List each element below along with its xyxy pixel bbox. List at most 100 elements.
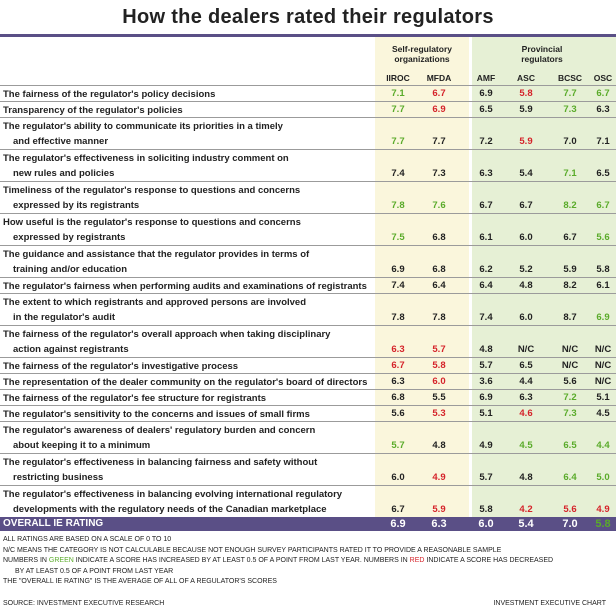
note-overall: The "overall IE rating" is the average o… <box>3 578 277 585</box>
overall-value-bcsc: 7.0 <box>562 518 578 530</box>
row-label-line: The guidance and assistance that the reg… <box>3 249 310 260</box>
row-label-line: Transparency of the regulator's policies <box>3 105 183 116</box>
rating-mfda: 5.5 <box>432 392 446 403</box>
overall-value-asc: 5.4 <box>518 518 534 530</box>
rating-amf: 7.2 <box>479 136 493 147</box>
row-label-line: training and/or education <box>13 264 128 275</box>
rating-mfda: 6.7 <box>432 88 446 99</box>
group-header-sro: Self-regulatory organizations <box>392 44 452 64</box>
rating-osc: 6.7 <box>596 88 610 99</box>
rating-amf: 6.1 <box>479 232 493 243</box>
rating-bcsc: 7.1 <box>563 168 577 179</box>
rating-asc: 5.4 <box>519 168 533 179</box>
rating-mfda: 6.4 <box>432 280 446 291</box>
rating-mfda: 6.0 <box>432 376 446 387</box>
rating-asc: 4.4 <box>519 376 533 387</box>
table-row: How useful is the regulator's response t… <box>0 213 616 246</box>
row-label-line: and effective manner <box>13 136 109 147</box>
rating-bcsc: 7.7 <box>563 88 577 99</box>
row-label: The fairness of the regulator's investig… <box>3 359 238 374</box>
row-label-line: The regulator's ability to communicate i… <box>3 121 283 132</box>
column-header-amf: AMF <box>476 73 496 83</box>
rating-osc: 6.5 <box>596 168 610 179</box>
rating-asc: 6.0 <box>519 232 533 243</box>
row-label-line: The regulator's effectiveness in balanci… <box>3 457 318 468</box>
rating-osc: N/C <box>594 376 612 387</box>
note-colors-part1: Numbers in <box>3 557 49 564</box>
rating-asc: 5.8 <box>519 88 533 99</box>
rating-amf: 5.8 <box>479 504 493 515</box>
rating-osc: 7.1 <box>596 136 610 147</box>
rating-osc: N/C <box>594 344 612 355</box>
row-label-line: How useful is the regulator's response t… <box>3 217 301 228</box>
rating-mfda: 6.8 <box>432 264 446 275</box>
note-scale: All ratings are based on a scale of 0 to… <box>3 536 172 543</box>
rating-iiroc: 6.9 <box>391 264 405 275</box>
rating-mfda: 5.3 <box>432 408 446 419</box>
table-row: The regulator's fairness when performing… <box>0 277 616 294</box>
rating-iiroc: 7.4 <box>391 280 405 291</box>
table-row: The regulator's ability to communicate i… <box>0 117 616 150</box>
rating-bcsc: 8.7 <box>563 312 577 323</box>
rating-iiroc: 6.7 <box>391 504 405 515</box>
table-row: The regulator's effectiveness in balanci… <box>0 485 616 518</box>
row-label-line: The regulator's awareness of dealers' re… <box>3 425 316 436</box>
rating-amf: 6.5 <box>479 104 493 115</box>
rating-bcsc: 6.7 <box>563 232 577 243</box>
row-label-line: The representation of the dealer communi… <box>3 377 368 388</box>
row-label-line: The regulator's sensitivity to the conce… <box>3 409 310 420</box>
row-label-line: developments with the regulatory needs o… <box>13 504 327 515</box>
row-label: The fairness of the regulator's policy d… <box>3 87 215 102</box>
row-label: The guidance and assistance that the reg… <box>3 247 309 277</box>
rating-asc: 4.5 <box>519 440 533 451</box>
rating-amf: 3.6 <box>479 376 493 387</box>
rating-osc: 5.6 <box>596 232 610 243</box>
rating-amf: 6.3 <box>479 168 493 179</box>
rating-osc: 6.3 <box>596 104 610 115</box>
row-label-line: about keeping it to a minimum <box>13 440 151 451</box>
rating-bcsc: N/C <box>561 360 579 371</box>
title-rule <box>0 34 616 37</box>
rating-iiroc: 6.8 <box>391 392 405 403</box>
rating-bcsc: 7.3 <box>563 408 577 419</box>
rating-bcsc: 6.4 <box>563 472 577 483</box>
note-colors-cont: by at least 0.5 of a point from last yea… <box>15 567 174 575</box>
note-colors: Numbers in green indicate a score has in… <box>3 556 615 567</box>
row-label-line: The regulator's effectiveness in solicit… <box>3 153 289 164</box>
rating-iiroc: 7.7 <box>391 136 405 147</box>
row-label: The fairness of the regulator's fee stru… <box>3 391 266 406</box>
rating-iiroc: 6.7 <box>391 360 405 371</box>
table-row: The regulator's effectiveness in balanci… <box>0 453 616 486</box>
row-label: The regulator's effectiveness in balanci… <box>3 487 342 517</box>
rating-osc: 4.4 <box>596 440 610 451</box>
overall-value-amf: 6.0 <box>478 518 494 530</box>
rating-amf: 6.2 <box>479 264 493 275</box>
table-row: The regulator's awareness of dealers' re… <box>0 421 616 454</box>
overall-rating-row: OVERALL IE RATING 6.9 6.3 6.0 5.4 7.0 5.… <box>0 517 616 531</box>
rating-mfda: 7.3 <box>432 168 446 179</box>
rating-asc: 5.9 <box>519 136 533 147</box>
column-header-asc: ASC <box>517 73 535 83</box>
rating-iiroc: 7.8 <box>391 200 405 211</box>
rating-mfda: 4.9 <box>432 472 446 483</box>
row-label: The regulator's effectiveness in solicit… <box>3 151 289 181</box>
rating-osc: 6.9 <box>596 312 610 323</box>
rating-mfda: 4.8 <box>432 440 446 451</box>
rating-asc: 4.2 <box>519 504 533 515</box>
rating-mfda: 6.8 <box>432 232 446 243</box>
rating-mfda: 7.7 <box>432 136 446 147</box>
rating-mfda: 5.9 <box>432 504 446 515</box>
rating-osc: 5.1 <box>596 392 610 403</box>
row-label: The fairness of the regulator's overall … <box>3 327 330 357</box>
rating-bcsc: 7.3 <box>563 104 577 115</box>
rating-amf: 6.7 <box>479 200 493 211</box>
row-label: Timeliness of the regulator's response t… <box>3 183 300 213</box>
column-header-osc: OSC <box>593 73 613 83</box>
rating-mfda: 7.6 <box>432 200 446 211</box>
rating-amf: 5.7 <box>479 472 493 483</box>
row-label-line: The fairness of the regulator's investig… <box>3 361 239 372</box>
note-green-word: green <box>48 557 74 564</box>
rating-amf: 5.1 <box>479 408 493 419</box>
rating-osc: 6.1 <box>596 280 610 291</box>
note-colors-part2: indicate a score has increased by at lea… <box>73 557 410 564</box>
